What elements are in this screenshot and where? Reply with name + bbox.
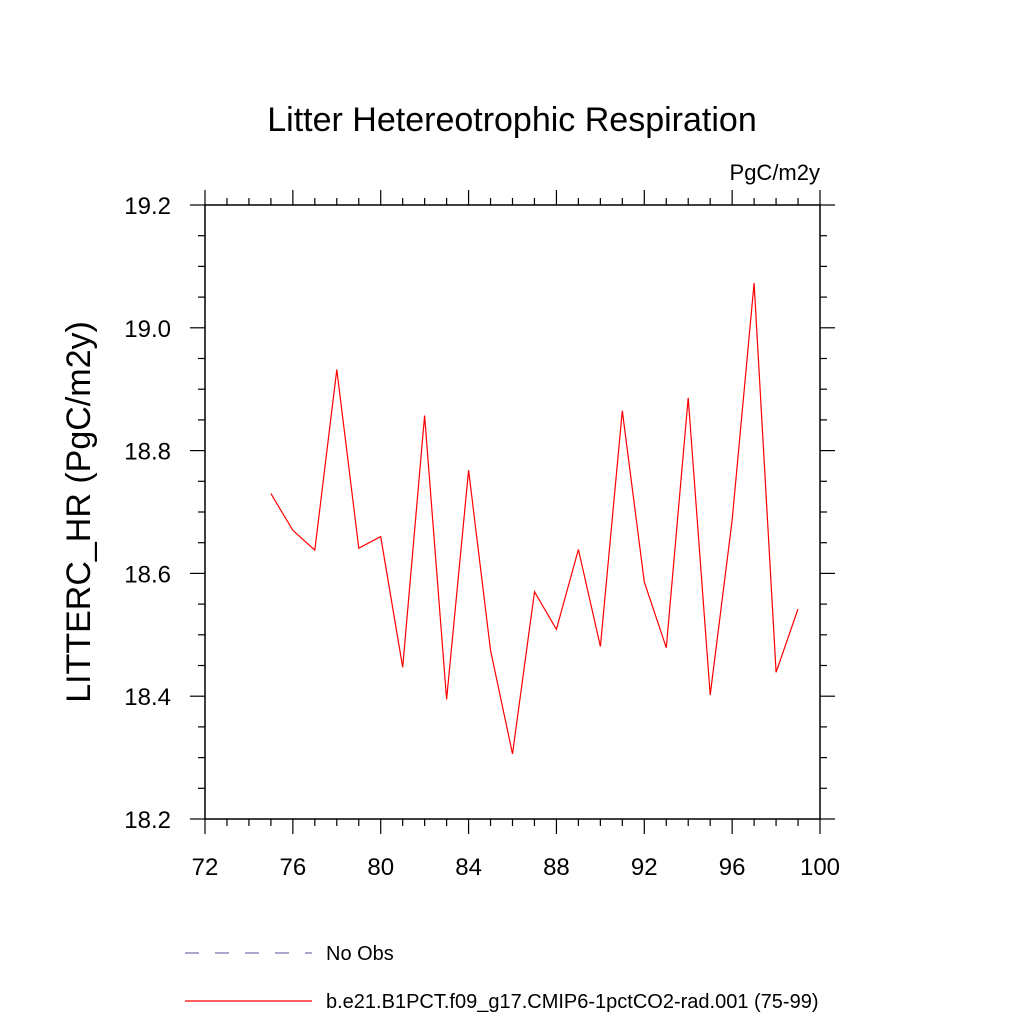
units-label: PgC/m2y bbox=[730, 160, 820, 185]
x-tick-label: 76 bbox=[280, 854, 307, 881]
x-tick-label: 84 bbox=[455, 854, 482, 881]
x-tick-label: 96 bbox=[719, 854, 746, 881]
series-line bbox=[270, 282, 799, 755]
y-axis-label: LITTERC_HR (PgC/m2y) bbox=[60, 321, 98, 703]
y-tick-label: 19.0 bbox=[124, 316, 171, 343]
y-tick-label: 18.8 bbox=[124, 439, 171, 466]
legend-label: b.e21.B1PCT.f09_g17.CMIP6-1pctCO2-rad.00… bbox=[326, 991, 819, 1013]
legend-label: No Obs bbox=[326, 943, 394, 965]
x-tick-label: 88 bbox=[543, 854, 570, 881]
series-layer bbox=[270, 282, 799, 755]
y-tick-label: 18.4 bbox=[124, 684, 171, 711]
x-tick-label: 80 bbox=[367, 854, 394, 881]
y-tick-label: 18.2 bbox=[124, 807, 171, 834]
x-tick-label: 72 bbox=[192, 854, 219, 881]
y-tick-label: 18.6 bbox=[124, 561, 171, 588]
chart-title: Litter Hetereotrophic Respiration bbox=[267, 101, 756, 139]
y-tick-label: 19.2 bbox=[124, 193, 171, 220]
x-tick-label: 100 bbox=[800, 854, 840, 881]
plot-axes: 72 76 80 84 88 92 96 100 18.2 18.4 18.6 18.8 19.0 19.… bbox=[124, 190, 840, 881]
plot-frame bbox=[204, 204, 821, 820]
x-tick-label: 92 bbox=[631, 854, 658, 881]
legend: No Obs b.e21.B1PCT.f09_g17.CMIP6-1pctCO2-… bbox=[185, 943, 819, 1013]
